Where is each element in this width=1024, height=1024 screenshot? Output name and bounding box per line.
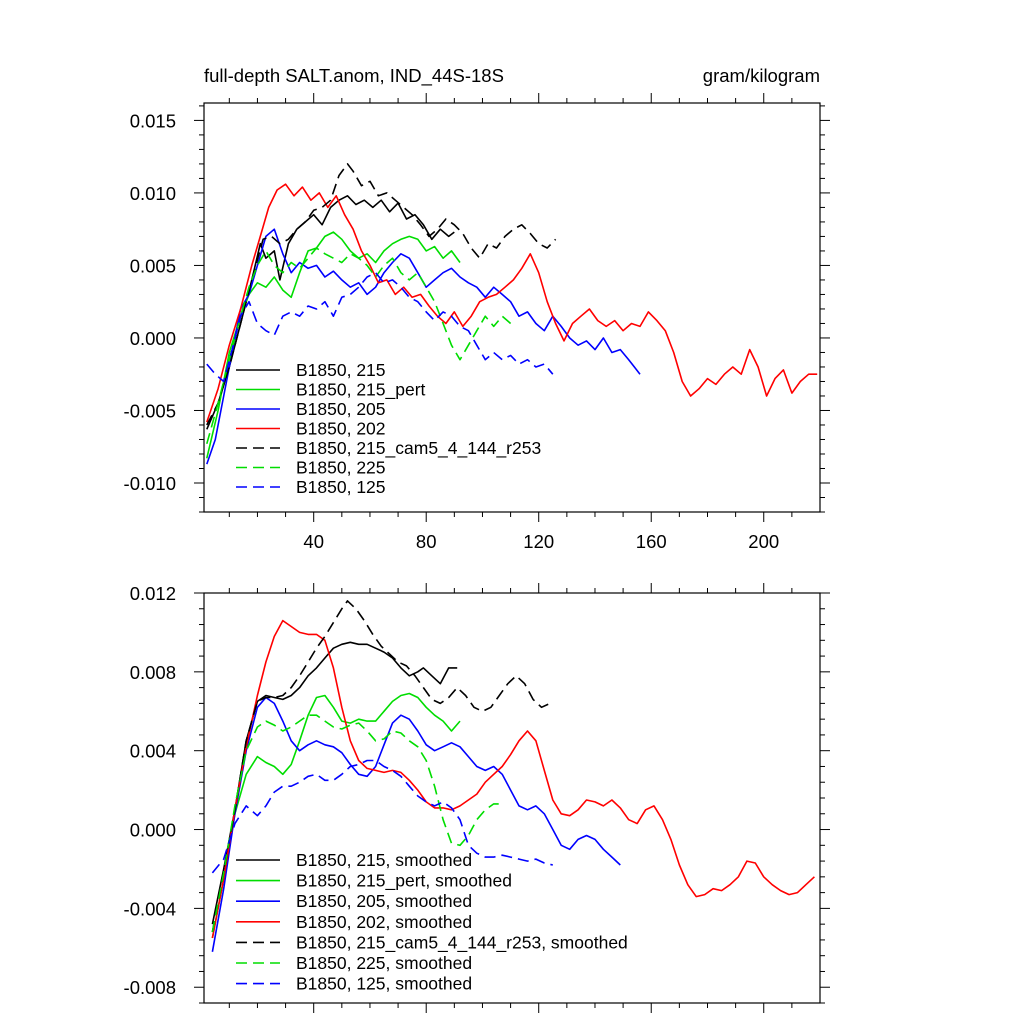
y-tick-label: 0.015 xyxy=(130,110,176,131)
legend-label: B1850, 125, smoothed xyxy=(296,974,472,994)
series-line xyxy=(211,641,458,925)
x-tick-label: 80 xyxy=(416,531,437,552)
y-tick-label: 0.008 xyxy=(130,662,176,683)
series-line xyxy=(206,195,455,430)
legend-label: B1850, 225 xyxy=(296,458,386,478)
y-tick-label: -0.005 xyxy=(124,400,176,421)
legend-label: B1850, 225, smoothed xyxy=(296,953,472,973)
legend-label: B1850, 215 xyxy=(296,360,386,380)
y-tick-label: 0.012 xyxy=(130,583,176,604)
legend-label: B1850, 205 xyxy=(296,399,386,419)
legend-label: B1850, 202 xyxy=(296,419,386,439)
y-tick-label: -0.010 xyxy=(124,473,176,494)
series-line xyxy=(206,271,554,383)
y-tick-label: -0.008 xyxy=(124,977,176,998)
series-group xyxy=(211,600,815,952)
chart-units: gram/kilogram xyxy=(703,65,820,86)
series-line xyxy=(211,619,815,939)
x-tick-label: 40 xyxy=(303,531,324,552)
legend-label: B1850, 215_cam5_4_144_r253 xyxy=(296,438,541,459)
y-tick-label: 0.010 xyxy=(130,183,176,204)
y-tick-label: -0.004 xyxy=(124,898,176,919)
y-tick-label: 0.005 xyxy=(130,255,176,276)
series-line xyxy=(211,714,503,933)
legend-label: B1850, 215_cam5_4_144_r253, smoothed xyxy=(296,932,628,953)
x-tick-label: 160 xyxy=(636,531,667,552)
series-line xyxy=(211,696,621,952)
series-line xyxy=(211,692,461,939)
legend-label: B1850, 125 xyxy=(296,477,386,497)
bottom-panel: -0.008 -0.004 0.000 0.004 0.008 0.012 B1850, 2… xyxy=(124,583,830,1013)
x-tick-label: 120 xyxy=(523,531,554,552)
legend-label: B1850, 205, smoothed xyxy=(296,891,472,911)
legend-label: B1850, 215, smoothed xyxy=(296,850,472,870)
legend-label: B1850, 215_pert xyxy=(296,380,426,401)
plot-frame xyxy=(203,102,821,513)
top-panel: 40 80 120 160 200 -0.010 -0.005 0.000 0.005 0.010… xyxy=(124,93,830,552)
series-line xyxy=(206,247,512,445)
series-line xyxy=(206,183,818,423)
series-line xyxy=(211,759,553,874)
chart-title: full-depth SALT.anom, IND_44S-18S xyxy=(204,65,504,87)
series-line xyxy=(211,600,551,933)
legend-label: B1850, 215_pert, smoothed xyxy=(296,871,512,892)
y-tick-label: 0.000 xyxy=(130,328,176,349)
legend-label: B1850, 202, smoothed xyxy=(296,912,472,932)
series-line xyxy=(206,163,557,426)
series-line xyxy=(206,231,461,459)
y-tick-label: 0.000 xyxy=(130,820,176,841)
y-tick-label: 0.004 xyxy=(130,741,176,762)
x-tick-label: 200 xyxy=(748,531,779,552)
series-group xyxy=(206,163,818,465)
